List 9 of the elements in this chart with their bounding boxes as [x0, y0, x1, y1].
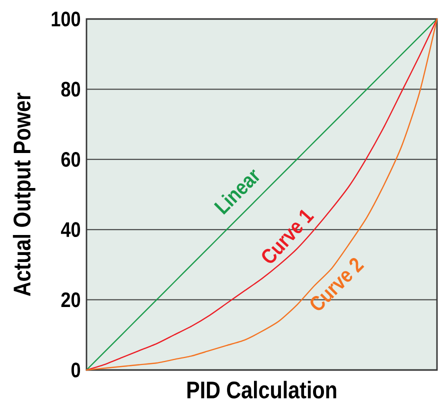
line-series: [86, 18, 438, 371]
y-axis-title: Actual Output Power: [12, 92, 36, 296]
y-tick-label: 40: [60, 222, 80, 238]
y-tick-label: 80: [61, 82, 80, 97]
y-tick-label: 100: [52, 12, 80, 26]
y-tick-label: 20: [61, 292, 80, 308]
y-tick-label: 60: [61, 152, 80, 167]
y-tick-label: 0: [71, 362, 80, 378]
x-axis-title: PID Calculation: [187, 380, 336, 398]
